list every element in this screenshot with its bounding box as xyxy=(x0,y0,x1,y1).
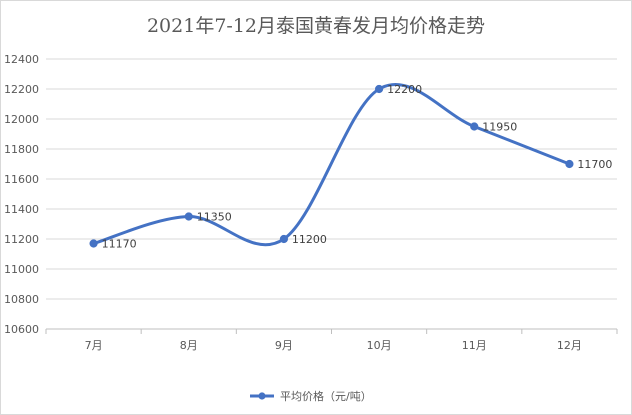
y-tick-label: 11400 xyxy=(4,203,39,216)
x-tick-label: 7月 xyxy=(85,339,103,352)
x-tick-label: 9月 xyxy=(275,339,293,352)
x-axis: 7月 8月 9月 10月 11月 12月 xyxy=(45,329,618,352)
gridlines xyxy=(46,58,617,330)
data-label: 11950 xyxy=(482,121,517,134)
y-tick-label: 12400 xyxy=(4,53,39,66)
x-tick-label: 8月 xyxy=(180,339,198,352)
y-tick-label: 10800 xyxy=(4,293,39,306)
data-point xyxy=(470,122,479,131)
data-point xyxy=(374,84,384,94)
x-tick-label: 10月 xyxy=(367,339,392,352)
legend-label: 平均价格（元/吨） xyxy=(280,389,372,403)
y-tick-label: 12000 xyxy=(4,113,39,126)
y-tick-label: 10600 xyxy=(4,323,39,336)
data-label: 12200 xyxy=(387,83,422,96)
legend: 平均价格（元/吨） xyxy=(250,389,372,403)
series-line xyxy=(92,82,571,247)
data-label: 11700 xyxy=(577,158,612,171)
data-point xyxy=(184,212,193,221)
y-axis: 10600 10800 11000 11200 11400 11600 11800 12000… xyxy=(4,53,39,336)
series-layer: 11170 11350 11200 12200 11950 11700 xyxy=(89,82,612,251)
chart-title: 2021年7-12月泰国黄春发月均价格走势 xyxy=(147,15,485,37)
y-tick-label: 11800 xyxy=(4,143,39,156)
data-point xyxy=(565,159,574,169)
y-tick-label: 11200 xyxy=(4,233,39,246)
legend-marker xyxy=(258,392,266,400)
x-tick-label: 11月 xyxy=(462,339,487,352)
data-point xyxy=(89,239,98,248)
data-label: 11170 xyxy=(102,238,137,251)
y-tick-label: 12200 xyxy=(4,83,39,96)
y-tick-label: 11000 xyxy=(4,263,39,276)
data-point xyxy=(279,234,289,244)
data-label: 11350 xyxy=(197,211,232,224)
x-tick-label: 12月 xyxy=(557,339,582,352)
data-label: 11200 xyxy=(292,233,327,246)
y-tick-label: 11600 xyxy=(4,173,39,186)
